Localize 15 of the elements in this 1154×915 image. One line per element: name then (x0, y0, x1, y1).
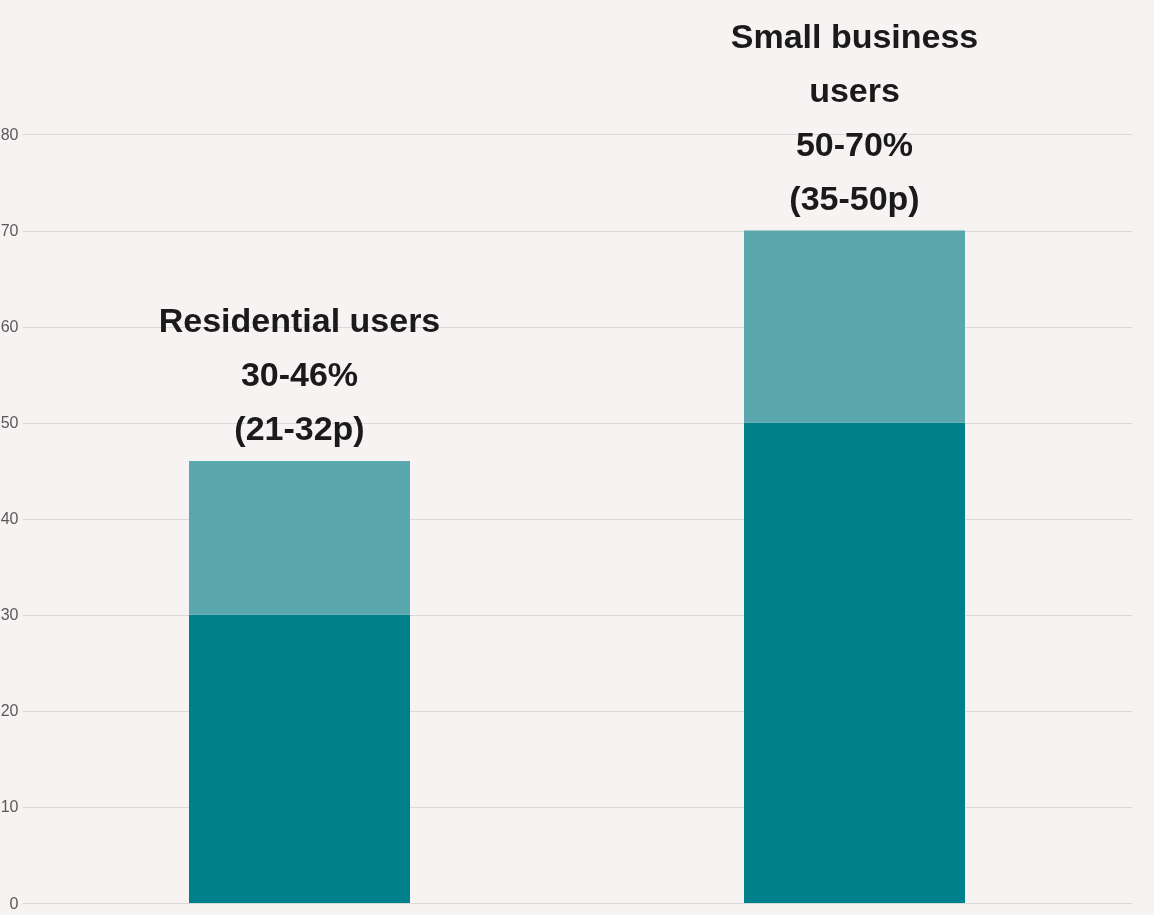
bar (189, 461, 410, 615)
y-tick-label: 30 (0, 606, 19, 624)
y-tick-label: 60 (0, 318, 19, 336)
y-tick-label: 10 (0, 798, 19, 816)
bar (189, 614, 410, 903)
y-tick-label: 80 (0, 125, 19, 143)
y-tick-label: 0 (9, 894, 19, 912)
annotation: Small business users 50-70% (35-50p) (730, 16, 979, 217)
y-tick-label: 40 (0, 510, 19, 528)
y-tick-label: 70 (0, 222, 19, 240)
annotation: Residential users 30-46% (21-32p) (158, 301, 441, 448)
y-tick-label: 20 (0, 702, 19, 720)
bar (744, 230, 965, 423)
bar (744, 422, 965, 903)
y-tick-label: 50 (0, 414, 19, 432)
